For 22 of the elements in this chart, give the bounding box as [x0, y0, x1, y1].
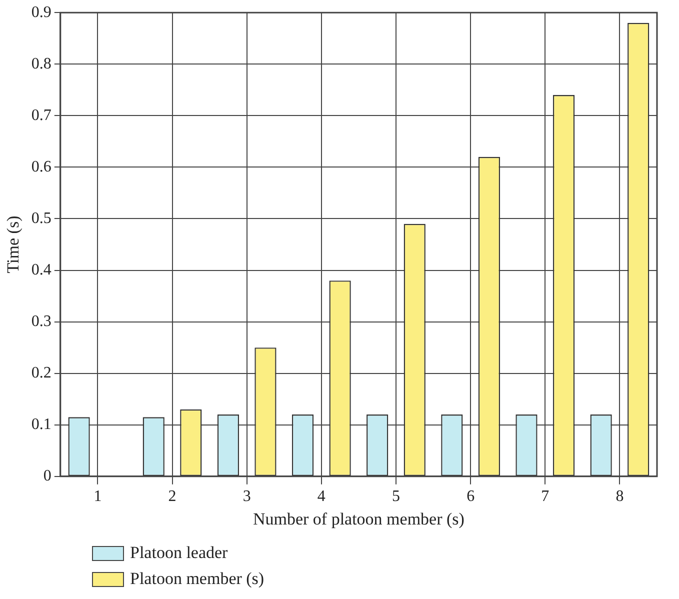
y-tick-label: 0.4	[31, 261, 52, 278]
x-tick-label: 3	[242, 488, 251, 506]
y-tick-label: 0.3	[31, 313, 52, 330]
x-tick-label: 7	[541, 488, 550, 506]
y-tick-label: 0.8	[31, 55, 52, 72]
y-tick-label: 0.1	[31, 416, 52, 434]
y-tick-label: 0.5	[31, 210, 52, 227]
y-tick-label: 0	[43, 468, 52, 485]
y-axis-title: Time (s)	[4, 216, 23, 274]
legend-label: Platoon member (s)	[130, 569, 264, 589]
x-tick-label: 2	[168, 488, 176, 506]
legend-label: Platoon leader	[130, 543, 228, 563]
x-axis-title: Number of platoon member (s)	[252, 509, 464, 528]
y-tick-label: 0.2	[31, 364, 52, 382]
x-tick-label: 6	[466, 488, 475, 506]
x-tick-label: 1	[94, 488, 102, 506]
y-tick-label: 0.6	[31, 158, 52, 176]
x-tick-label: 5	[392, 488, 400, 506]
x-tick-label: 8	[616, 488, 624, 506]
x-tick-label: 4	[317, 488, 326, 506]
y-tick-label: 0.9	[31, 4, 52, 21]
y-tick-label: 0.7	[31, 106, 52, 124]
